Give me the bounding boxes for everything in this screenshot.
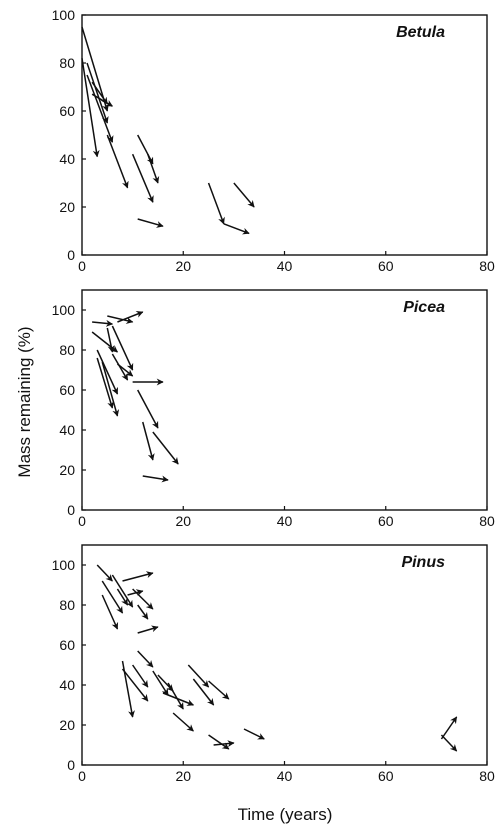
decay-arrow: [233, 182, 255, 208]
y-tick-label: 100: [52, 302, 76, 318]
decay-arrow: [91, 81, 108, 105]
decay-arrow: [137, 218, 164, 228]
y-tick-label: 60: [59, 637, 75, 653]
decay-arrow: [96, 564, 113, 582]
decay-arrow: [192, 678, 215, 706]
decay-arrow: [91, 93, 113, 107]
decay-arrow: [440, 716, 458, 740]
x-tick-label: 0: [78, 258, 86, 274]
decay-arrow: [96, 357, 114, 409]
decay-arrow: [137, 134, 154, 165]
x-tick-label: 20: [175, 258, 191, 274]
y-tick-label: 20: [59, 462, 75, 478]
decay-arrow: [107, 315, 134, 324]
decay-arrow: [111, 325, 134, 371]
decay-arrow: [213, 740, 235, 748]
decay-arrow: [86, 74, 114, 143]
y-axis-title: Mass remaining (%): [15, 326, 34, 477]
y-tick-label: 20: [59, 199, 75, 215]
decay-arrow: [117, 311, 144, 323]
x-tick-label: 40: [277, 513, 293, 529]
decay-arrow: [106, 327, 115, 353]
decay-arrow: [142, 421, 155, 461]
decay-arrow: [91, 331, 118, 353]
y-tick-label: 0: [67, 757, 75, 773]
x-tick-label: 80: [479, 768, 495, 784]
decay-arrow: [223, 223, 250, 235]
decay-arrow: [121, 668, 149, 702]
x-tick-label: 20: [175, 513, 191, 529]
decay-arrow: [167, 682, 184, 710]
y-tick-label: 100: [52, 557, 76, 573]
x-axis-title: Time (years): [238, 805, 333, 824]
decay-arrow: [172, 712, 194, 732]
x-tick-label: 20: [175, 768, 191, 784]
decay-arrow: [243, 728, 265, 740]
y-tick-label: 40: [59, 151, 75, 167]
panel-2: 0 20 40 60 80 0 20 40 60 80 100 Picea: [52, 289, 495, 529]
y-tick-label: 80: [59, 342, 75, 358]
panel-1: 0 20 40 60 80 0 20 40 60 80 100 Betula: [52, 7, 495, 274]
plot-frame: [81, 14, 488, 256]
y-tick-label: 40: [59, 422, 75, 438]
panels: 0 20 40 60 80 0 20 40 60 80 100 Betula 0 20 40 60 80 0 20 4…: [52, 7, 495, 784]
y-tick-label: 40: [59, 677, 75, 693]
decay-arrow: [116, 363, 134, 377]
plot-frame: [81, 544, 488, 766]
decay-arrow: [96, 349, 119, 395]
x-tick-label: 60: [378, 258, 394, 274]
panel-title: Betula: [396, 24, 445, 41]
decay-arrow: [81, 58, 100, 158]
decay-arrow: [116, 588, 129, 606]
decay-arrow: [142, 475, 169, 483]
decay-arrow: [111, 353, 129, 381]
decay-arrow: [127, 589, 144, 596]
panel-3: 0 20 40 60 80 0 20 40 60 80 100 Pinus: [52, 544, 495, 784]
y-tick-label: 60: [59, 103, 75, 119]
decay-arrow: [92, 319, 114, 327]
decay-arrow: [106, 134, 129, 189]
panel-title: Pinus: [401, 554, 445, 571]
y-tick-label: 0: [67, 502, 75, 518]
decay-arrow: [121, 660, 135, 718]
decay-arrow: [147, 153, 160, 184]
decay-arrow: [132, 588, 154, 610]
panel-title: Picea: [403, 299, 445, 316]
x-tick-label: 60: [378, 513, 394, 529]
decay-arrow: [101, 580, 124, 614]
decay-arrow: [131, 153, 154, 203]
decay-arrow: [111, 574, 134, 608]
decay-arrow: [122, 571, 154, 582]
decay-arrow: [208, 734, 230, 750]
x-tick-label: 0: [78, 513, 86, 529]
decay-arrow: [440, 734, 458, 752]
decay-arrow: [86, 62, 109, 124]
decay-arrow: [207, 182, 225, 225]
decay-arrow: [137, 650, 154, 668]
decay-arrow: [152, 670, 169, 696]
x-tick-label: 60: [378, 768, 394, 784]
x-tick-label: 40: [277, 258, 293, 274]
y-tick-label: 0: [67, 247, 75, 263]
y-tick-label: 20: [59, 717, 75, 733]
y-tick-label: 80: [59, 55, 75, 71]
decay-arrow: [137, 625, 159, 634]
y-tick-label: 60: [59, 382, 75, 398]
decay-arrow: [152, 431, 179, 465]
x-tick-label: 80: [479, 513, 495, 529]
x-tick-label: 80: [479, 258, 495, 274]
x-tick-label: 40: [277, 768, 293, 784]
decay-arrow: [208, 680, 230, 700]
decay-arrow: [101, 361, 120, 417]
decay-arrow: [137, 604, 149, 620]
decay-arrow: [101, 594, 119, 630]
decay-arrow: [187, 664, 210, 688]
x-tick-label: 0: [78, 768, 86, 784]
y-tick-label: 80: [59, 597, 75, 613]
decay-arrow: [137, 389, 159, 429]
decay-arrow: [132, 664, 149, 688]
y-tick-label: 100: [52, 7, 76, 23]
